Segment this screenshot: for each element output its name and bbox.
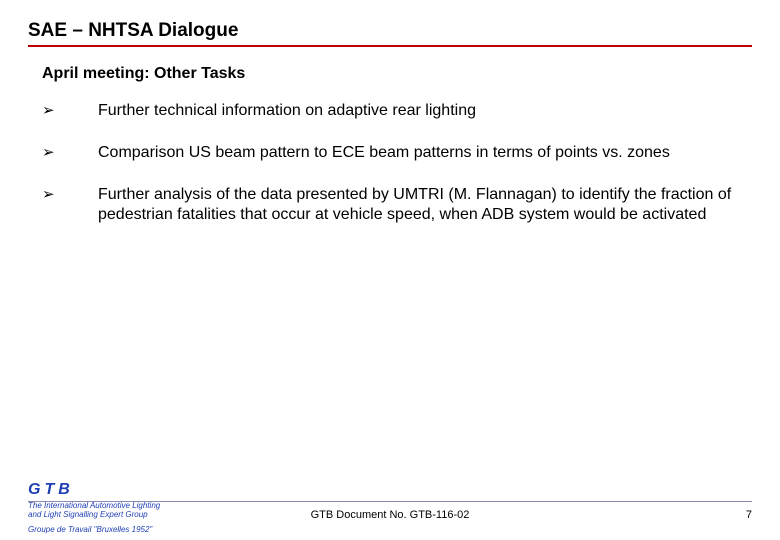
- bullet-text: Comparison US beam pattern to ECE beam p…: [98, 143, 752, 163]
- bullet-list: ➢ Further technical information on adapt…: [42, 101, 752, 225]
- footer-divider: [28, 501, 752, 502]
- bullet-marker: ➢: [42, 101, 98, 121]
- slide-title: SAE – NHTSA Dialogue: [28, 20, 752, 47]
- footer-logo: GTB: [28, 481, 752, 499]
- footer-tagline2: Groupe de Travail "Bruxelles 1952": [28, 525, 752, 534]
- bullet-text: Further technical information on adaptiv…: [98, 101, 752, 121]
- footer-docnum: GTB Document No. GTB-116-02: [0, 509, 780, 521]
- bullet-marker: ➢: [42, 143, 98, 163]
- list-item: ➢ Comparison US beam pattern to ECE beam…: [42, 143, 752, 163]
- bullet-text: Further analysis of the data presented b…: [98, 185, 752, 225]
- bullet-marker: ➢: [42, 185, 98, 205]
- footer: GTB The International Automotive Lightin…: [0, 481, 780, 540]
- list-item: ➢ Further technical information on adapt…: [42, 101, 752, 121]
- slide-subtitle: April meeting: Other Tasks: [42, 65, 752, 83]
- list-item: ➢ Further analysis of the data presented…: [42, 185, 752, 225]
- footer-page-number: 7: [746, 509, 752, 521]
